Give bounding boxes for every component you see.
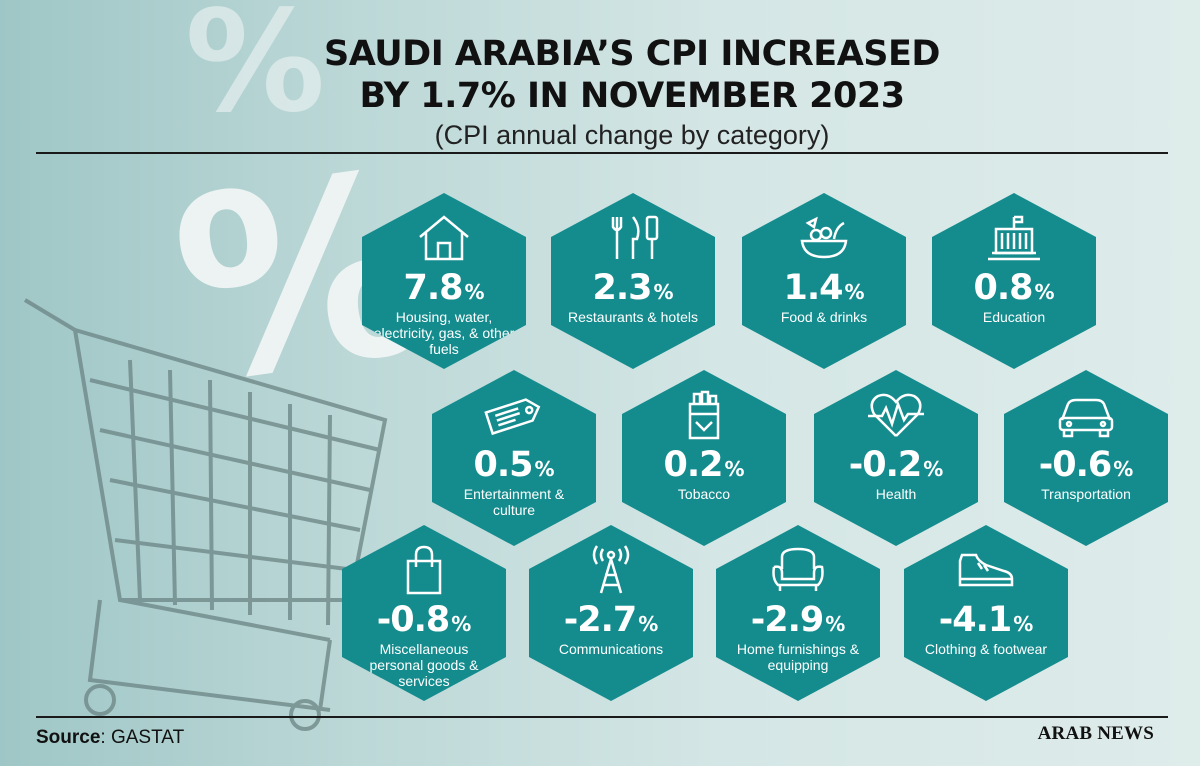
category-label: Miscellaneous personal goods & services (369, 641, 479, 689)
category-value: -4.1% (938, 600, 1034, 640)
antenna-tower-icon (592, 545, 630, 594)
house-icon (419, 215, 469, 261)
category-label: Transportation (1041, 486, 1131, 502)
category-value: -2.9% (750, 600, 846, 640)
source-value: : GASTAT (100, 727, 185, 748)
category-value: -0.2% (848, 445, 944, 485)
category-housing: 7.8% Housing, water, electricity, gas, &… (362, 193, 526, 369)
shopping-bag-icon (406, 545, 442, 595)
category-value: 0.5% (473, 445, 555, 485)
cigarette-pack-icon (688, 390, 720, 440)
category-label: Housing, water, electricity, gas, & othe… (373, 309, 515, 357)
category-value: -0.6% (1038, 445, 1134, 485)
category-label: Communications (558, 641, 664, 657)
shopping-cart-icon (23, 298, 388, 731)
category-label: Health (875, 486, 917, 502)
category-value: 2.3% (592, 268, 674, 308)
category-label: Education (982, 309, 1046, 325)
category-label: Home furnishings & equipping (736, 641, 860, 673)
brand-logo: ARAB NEWS (1037, 723, 1154, 744)
category-value: 7.8% (403, 268, 485, 308)
car-icon (1058, 398, 1114, 438)
ticket-icon (484, 398, 541, 436)
food-bowl-icon (800, 216, 848, 259)
header: SAUDI ARABIA’S CPI INCREASED BY 1.7% IN … (0, 33, 1200, 151)
source-credit: Source: GASTAT (36, 727, 184, 749)
category-label: Tobacco (677, 486, 731, 502)
category-value: -0.8% (376, 600, 472, 640)
cutlery-icon (611, 215, 659, 259)
title-divider (36, 152, 1168, 154)
category-label: Clothing & footwear (924, 641, 1048, 657)
armchair-icon (772, 547, 824, 591)
category-transportation: -0.6% Transportation (1004, 370, 1168, 546)
shoe-icon (958, 553, 1014, 587)
page-subtitle: (CPI annual change by category) (434, 120, 830, 150)
category-value: 0.2% (663, 445, 745, 485)
page-title: SAUDI ARABIA’S CPI INCREASED BY 1.7% IN … (324, 34, 940, 116)
svg-text:%: % (185, 0, 325, 144)
school-icon (988, 215, 1040, 261)
category-label: Restaurants & hotels (568, 309, 698, 325)
footer-divider (36, 716, 1168, 718)
heartbeat-icon (868, 393, 924, 437)
category-value: 0.8% (973, 268, 1055, 308)
category-label: Entertainment & culture (463, 486, 565, 518)
category-value: -2.7% (563, 600, 659, 640)
category-value: 1.4% (783, 268, 865, 308)
source-label: Source (36, 727, 101, 748)
category-label: Food & drinks (780, 309, 868, 325)
